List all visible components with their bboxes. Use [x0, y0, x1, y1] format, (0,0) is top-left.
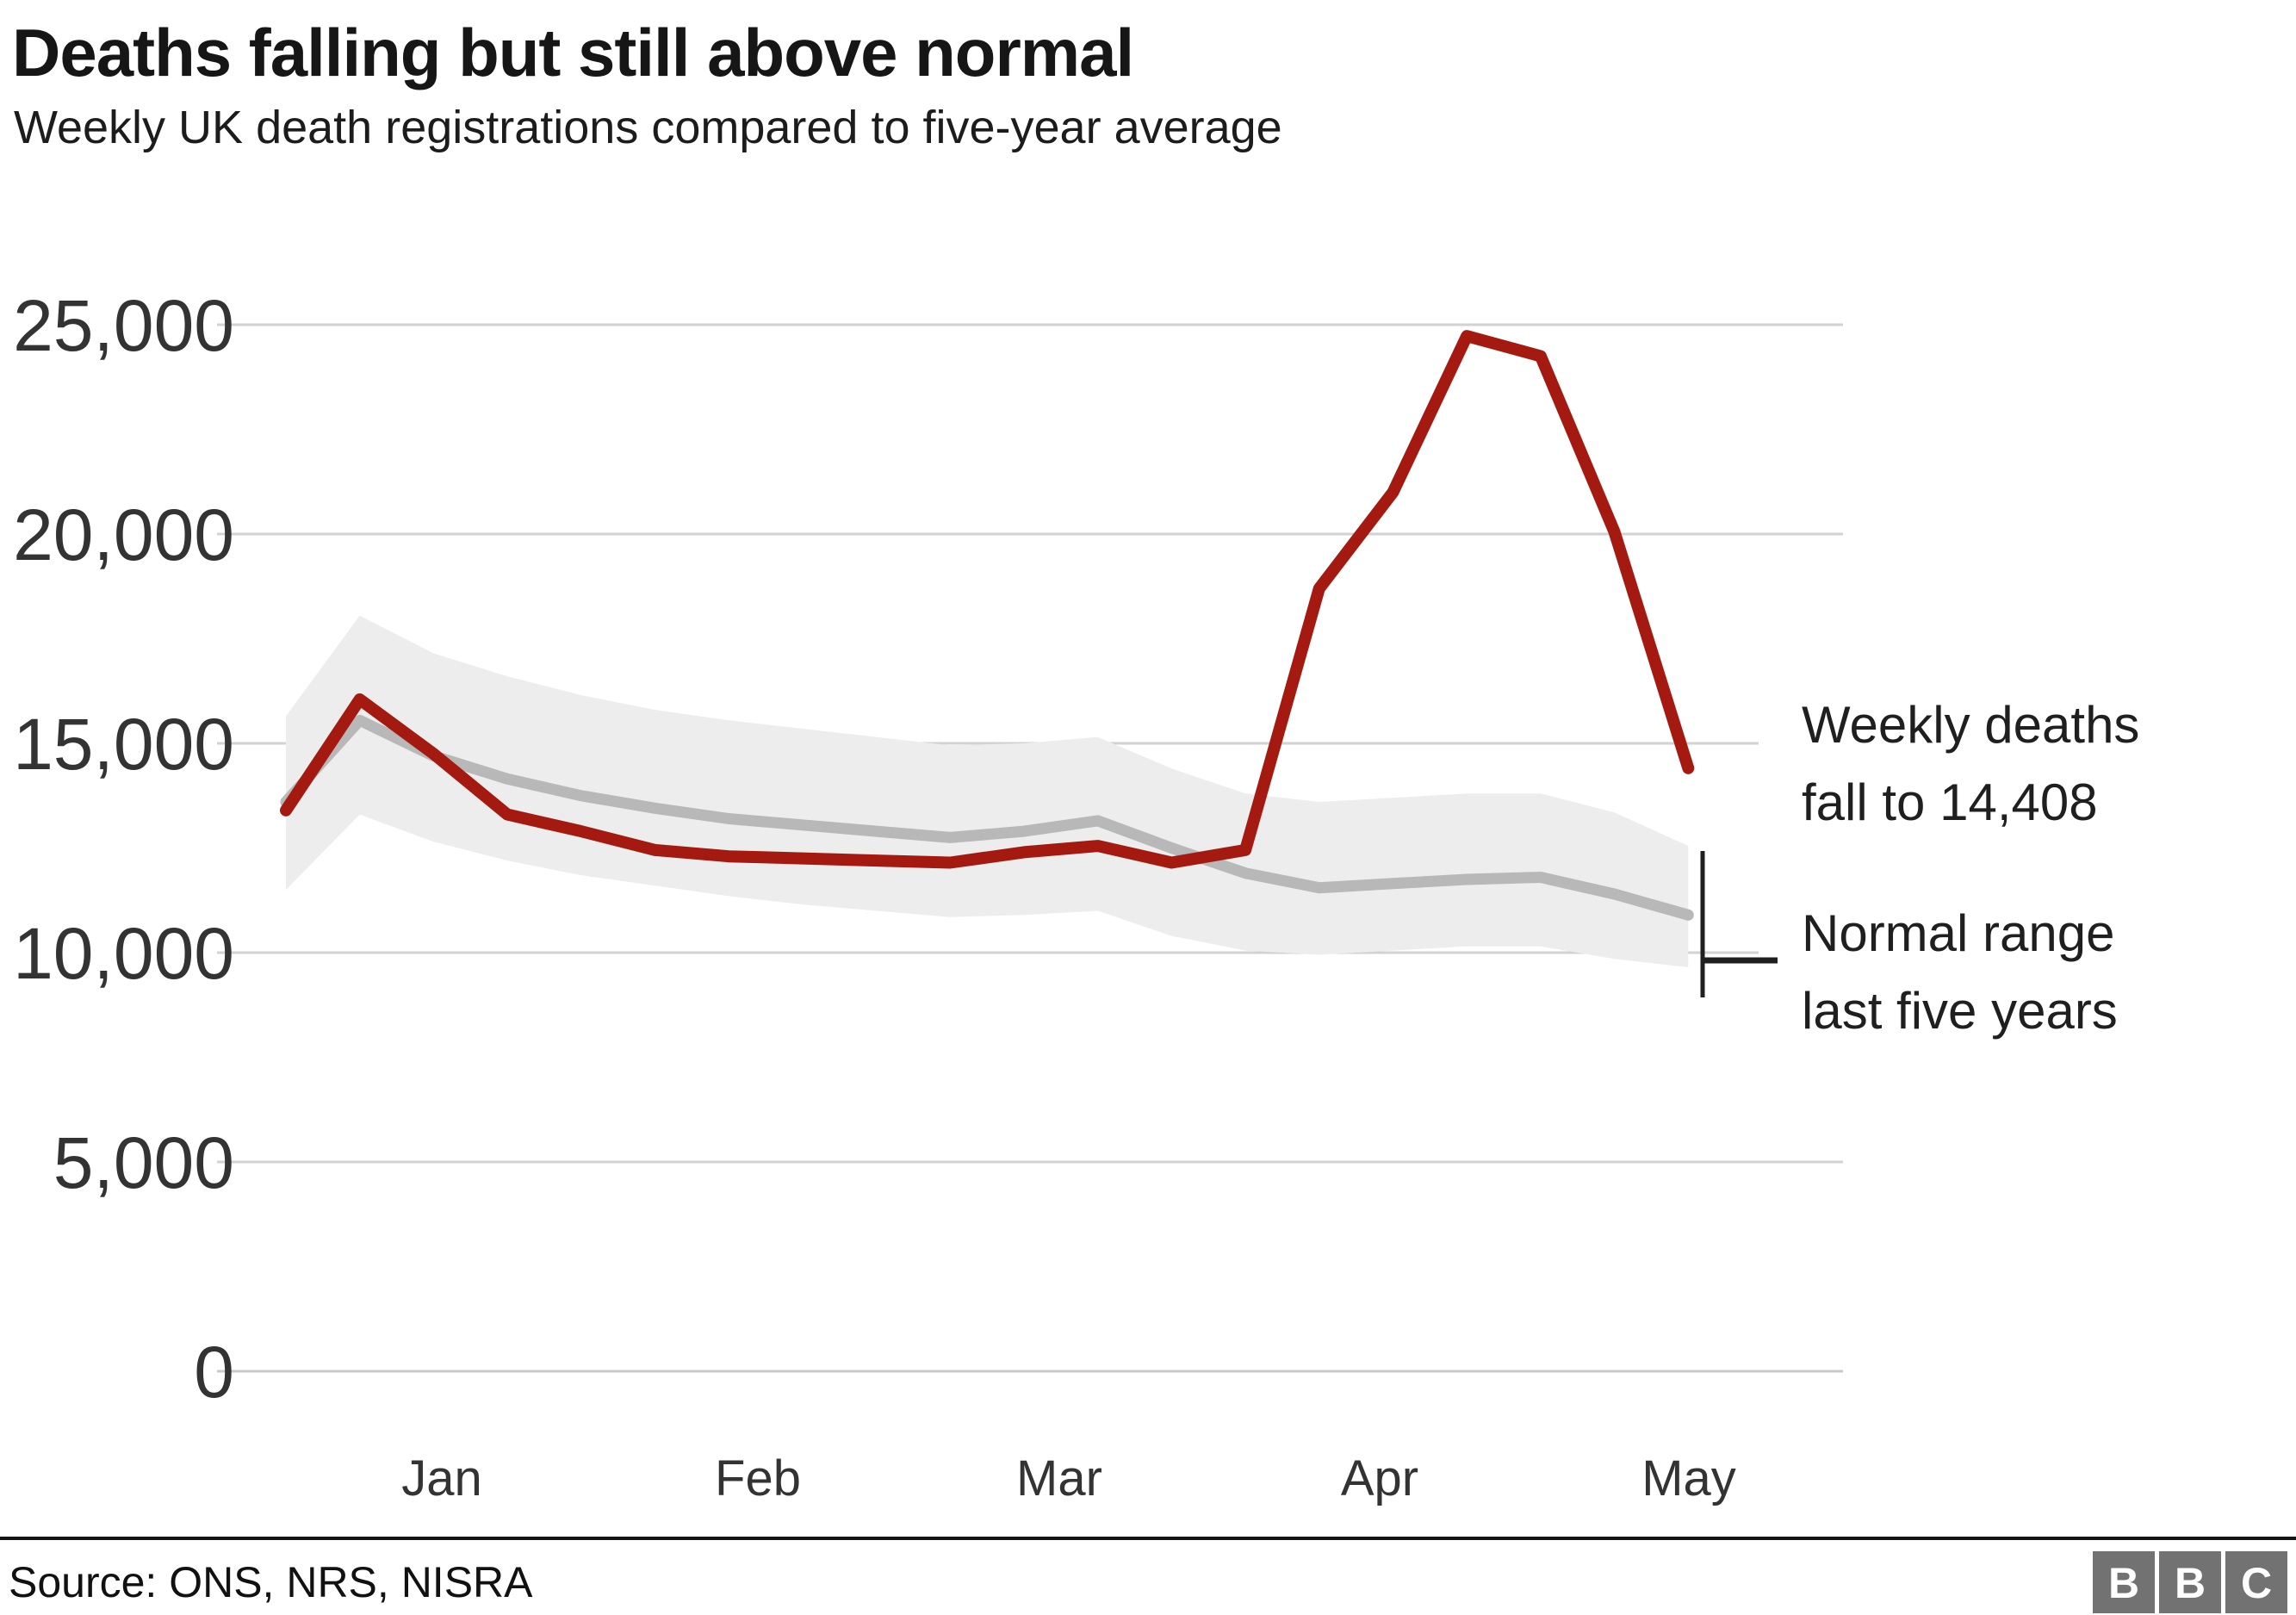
bbc-logo-block-2 — [2159, 1551, 2221, 1613]
bbc-logo-block-1 — [2093, 1551, 2155, 1613]
x-tick-jan: Jan — [401, 1450, 482, 1506]
y-axis-labels: 25,000 20,000 15,000 10,000 5,000 0 — [13, 285, 234, 1413]
annotation-normal-range-line1: Normal range — [1802, 904, 2115, 962]
x-tick-may: May — [1641, 1450, 1736, 1506]
y-tick-20000: 20,000 — [13, 494, 234, 575]
bbc-logo-letter-c: C — [2241, 1559, 2272, 1607]
x-tick-mar: Mar — [1016, 1450, 1102, 1506]
bbc-logo: B B C — [2093, 1551, 2287, 1613]
y-tick-25000: 25,000 — [13, 285, 234, 366]
bbc-logo-block-3 — [2225, 1551, 2287, 1613]
five-year-average-line — [280, 714, 1694, 921]
bbc-logo-letter-b2: B — [2175, 1559, 2206, 1607]
y-tick-5000: 5,000 — [53, 1122, 234, 1203]
page-subtitle: Weekly UK death registrations compared t… — [14, 102, 1282, 153]
source-text: Source: ONS, NRS, NISRA — [9, 1558, 533, 1606]
y-tick-15000: 15,000 — [13, 704, 234, 785]
annotation-normal-range-line2: last five years — [1802, 982, 2118, 1040]
annotation-normal-range: Normal range last five years — [1700, 851, 2118, 1040]
page-title: Deaths falling but still above normal — [12, 15, 1133, 90]
annotation-weekly-deaths-line2: fall to 14,408 — [1802, 773, 2098, 831]
x-tick-apr: Apr — [1341, 1450, 1418, 1506]
annotation-weekly-deaths: Weekly deaths fall to 14,408 — [1802, 696, 2139, 831]
y-tick-10000: 10,000 — [13, 913, 234, 994]
bbc-logo-letter-b1: B — [2108, 1559, 2139, 1607]
x-tick-feb: Feb — [715, 1450, 801, 1506]
x-axis-labels: Jan Feb Mar Apr May — [401, 1450, 1736, 1506]
annotation-weekly-deaths-line1: Weekly deaths — [1802, 696, 2139, 754]
y-tick-0: 0 — [194, 1332, 234, 1413]
normal-range-band — [286, 615, 1689, 967]
weekly-deaths-line — [280, 330, 1695, 869]
